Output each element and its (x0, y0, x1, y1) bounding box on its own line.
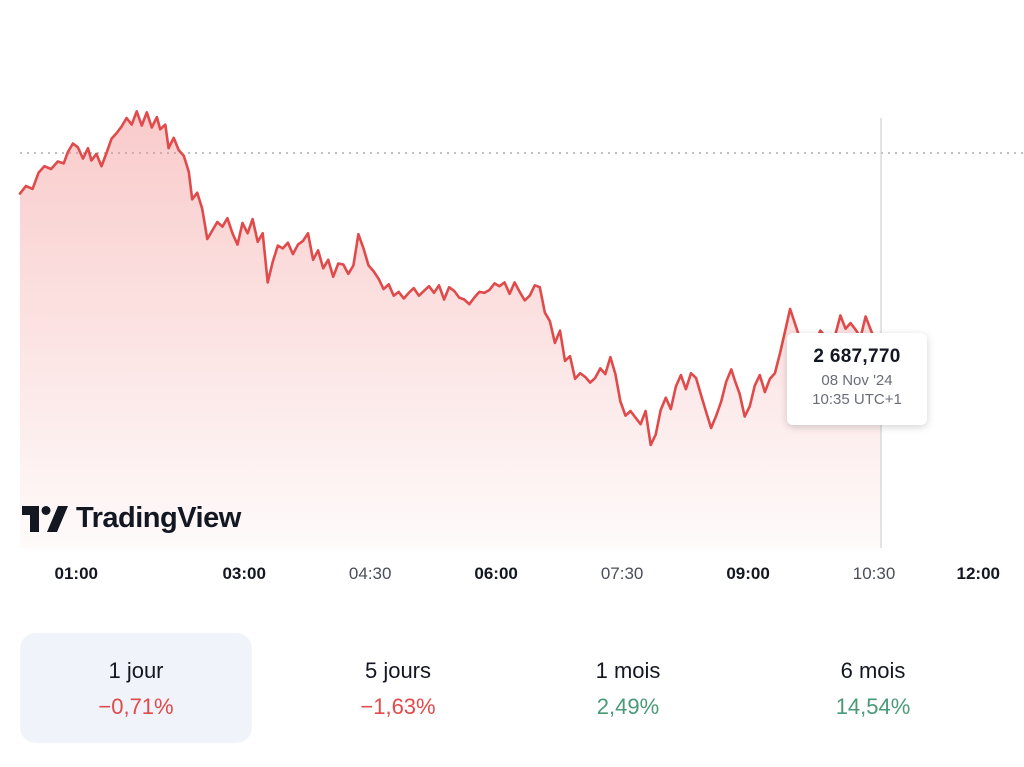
price-area-fill (20, 111, 881, 549)
x-tick-label: 07:30 (601, 564, 644, 583)
period-tab-5-days[interactable]: 5 jours −1,63% (282, 633, 514, 743)
tradingview-wordmark: TradingView (76, 502, 241, 534)
x-tick-label: 03:00 (222, 564, 265, 583)
period-label: 5 jours (364, 658, 432, 683)
tradingview-logo-icon (22, 505, 68, 532)
period-change: 2,49% (596, 694, 660, 719)
x-tick-label: 12:00 (957, 564, 1000, 583)
period-change: −1,63% (360, 694, 436, 719)
tooltip-time: 10:35 UTC+1 (812, 391, 902, 408)
period-label: 6 mois (840, 658, 906, 683)
period-change: 14,54% (835, 694, 911, 719)
period-label: 1 jour (108, 658, 164, 683)
period-label: 1 mois (595, 658, 661, 683)
tooltip-date: 08 Nov '24 (821, 372, 893, 389)
price-chart[interactable]: 01:00 03:00 04:30 06:00 07:30 09:00 10:30 12:00 (0, 0, 1024, 600)
x-tick-label: 10:30 (853, 564, 896, 583)
period-selector: 1 jour −0,71% 5 jours −1,63% 1 mois 2,49… (20, 633, 1004, 743)
tradingview-watermark[interactable]: TradingView (22, 502, 241, 535)
x-tick-label: 01:00 (55, 564, 98, 583)
price-tooltip: 2 687,770 08 Nov '24 10:35 UTC+1 (787, 333, 927, 425)
period-tab-1-day[interactable]: 1 jour −0,71% (20, 633, 252, 743)
x-axis: 01:00 03:00 04:30 06:00 07:30 09:00 10:30 12:00 (55, 564, 1000, 583)
tooltip-price: 2 687,770 (813, 346, 901, 367)
price-line-series (18, 110, 883, 447)
period-tab-1-month[interactable]: 1 mois 2,49% (512, 633, 744, 743)
x-tick-label: 06:00 (474, 564, 517, 583)
x-tick-label: 09:00 (726, 564, 769, 583)
x-tick-label: 04:30 (349, 564, 392, 583)
period-tab-6-months[interactable]: 6 mois 14,54% (757, 633, 989, 743)
period-change: −0,71% (98, 694, 174, 719)
